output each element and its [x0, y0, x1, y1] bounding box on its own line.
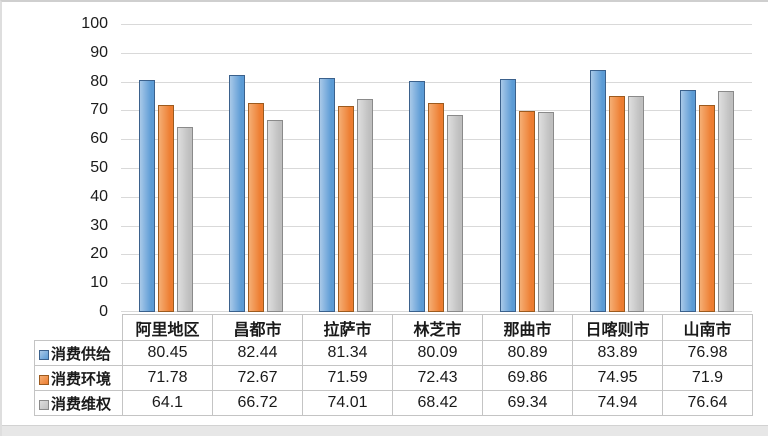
value-cell: 64.1	[122, 390, 213, 416]
table-row: 消费维权 64.1 66.72 74.01 68.42 69.34 74.94 76.64	[34, 390, 753, 416]
bar	[357, 98, 374, 312]
bar	[499, 79, 516, 312]
category-header-cell: 昌都市	[212, 314, 303, 341]
bar	[229, 74, 246, 312]
bar	[338, 105, 355, 312]
bar	[248, 102, 265, 312]
bottom-band	[2, 425, 768, 436]
bar-group	[572, 24, 662, 312]
legend-cell: 消费维权	[34, 390, 123, 416]
legend-cell: 消费环境	[34, 365, 123, 391]
value-cell: 71.78	[122, 365, 213, 391]
bar-groups	[121, 24, 752, 312]
value-cell: 72.43	[392, 365, 483, 391]
y-axis-label: 0	[99, 303, 108, 320]
bar-group	[391, 24, 481, 312]
gridline	[121, 52, 752, 54]
plot-area	[121, 24, 752, 312]
value-cell: 80.09	[392, 340, 483, 366]
category-header-cell: 拉萨市	[302, 314, 393, 341]
y-axis-label: 60	[90, 130, 108, 148]
legend-swatch-icon	[39, 349, 49, 360]
bar	[537, 112, 554, 312]
value-cell: 69.86	[482, 365, 573, 391]
value-cell: 74.95	[572, 365, 663, 391]
table-corner-spacer	[35, 315, 123, 341]
legend-swatch-icon	[39, 399, 49, 410]
y-axis-label: 80	[90, 72, 108, 90]
y-axis-label: 20	[90, 245, 108, 263]
bar	[177, 127, 194, 312]
table-header-row: 阿里地区 昌都市 拉萨市 林芝市 那曲市 日喀则市 山南市	[35, 314, 753, 341]
bar	[698, 104, 715, 312]
y-axis-label: 30	[90, 216, 108, 234]
y-axis-label: 40	[90, 187, 108, 205]
value-cell: 80.89	[482, 340, 573, 366]
value-cell: 74.94	[572, 390, 663, 416]
y-axis-label: 70	[90, 101, 108, 119]
legend-label: 消费环境	[51, 370, 112, 388]
value-cell: 72.67	[212, 365, 303, 391]
value-cell: 76.64	[662, 390, 753, 416]
category-header-cell: 林芝市	[392, 314, 483, 341]
legend-label: 消费维权	[51, 395, 112, 413]
category-header-cell: 日喀则市	[572, 314, 663, 341]
value-cell: 68.42	[392, 390, 483, 416]
data-table: 阿里地区 昌都市 拉萨市 林芝市 那曲市 日喀则市 山南市消费供给 80.45 82.44 81.…	[34, 314, 753, 416]
bar	[518, 110, 535, 312]
bar	[139, 80, 156, 312]
bar	[447, 114, 464, 312]
value-cell: 71.9	[662, 365, 753, 391]
value-cell: 83.89	[572, 340, 663, 366]
bar	[627, 96, 644, 312]
y-axis-label: 90	[90, 43, 108, 61]
y-axis-label: 100	[81, 15, 108, 32]
table-row: 消费环境 71.78 72.67 71.59 72.43 69.86 74.95 71.9	[34, 365, 753, 391]
bar	[589, 70, 606, 312]
category-header-cell: 阿里地区	[122, 314, 213, 341]
legend-swatch-icon	[39, 374, 49, 385]
bar-group	[662, 24, 752, 312]
bar	[679, 90, 696, 312]
bar-group	[482, 24, 572, 312]
legend-label: 消费供给	[51, 345, 112, 363]
bar	[267, 119, 284, 312]
value-cell: 76.98	[662, 340, 753, 366]
category-header-cell: 山南市	[662, 314, 753, 341]
y-axis-label: 10	[90, 274, 108, 292]
bar	[319, 77, 336, 312]
value-cell: 66.72	[212, 390, 303, 416]
bar	[717, 91, 734, 312]
value-cell: 81.34	[302, 340, 393, 366]
bar	[428, 103, 445, 312]
value-cell: 69.34	[482, 390, 573, 416]
value-cell: 82.44	[212, 340, 303, 366]
value-cell: 74.01	[302, 390, 393, 416]
bar	[158, 105, 175, 312]
bar	[608, 96, 625, 312]
bar-group	[301, 24, 391, 312]
table-row: 消费供给 80.45 82.44 81.34 80.09 80.89 83.89 76.98	[34, 340, 753, 366]
bar-group	[211, 24, 301, 312]
legend-cell: 消费供给	[34, 340, 123, 366]
y-axis-label: 50	[90, 159, 108, 176]
value-cell: 71.59	[302, 365, 393, 391]
bar-group	[121, 24, 211, 312]
gridline	[121, 81, 752, 83]
value-cell: 80.45	[122, 340, 213, 366]
gridline	[121, 24, 752, 25]
bar	[409, 81, 426, 312]
category-header-cell: 那曲市	[482, 314, 573, 341]
